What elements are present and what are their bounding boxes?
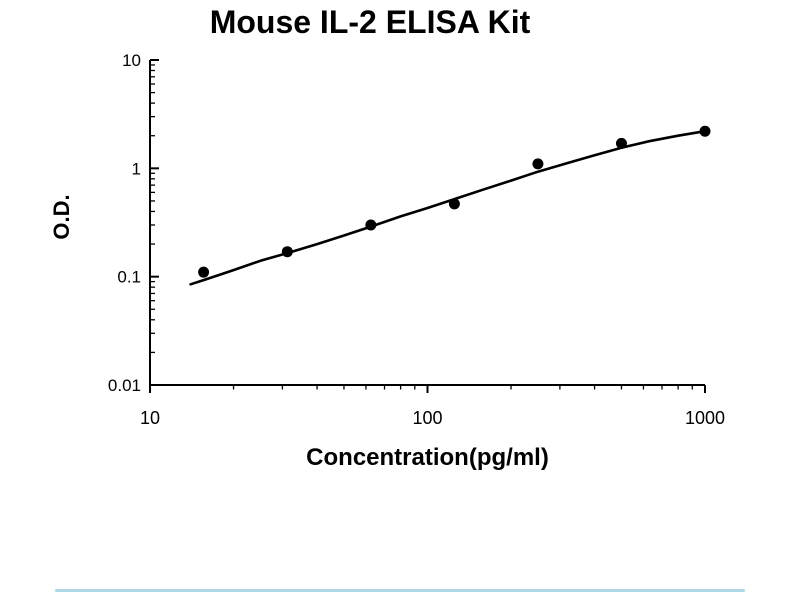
data-point xyxy=(281,246,293,258)
y-tick-label: 0.1 xyxy=(117,268,141,287)
data-point xyxy=(699,125,711,137)
chart-title: Mouse IL-2 ELISA Kit xyxy=(209,4,531,40)
y-tick-label: 0.01 xyxy=(108,376,141,395)
axes-line xyxy=(149,60,705,386)
standard-curve-line xyxy=(189,129,707,286)
x-tick-label: 10 xyxy=(140,408,160,428)
data-point xyxy=(198,266,210,278)
y-tick-label: 1 xyxy=(132,159,141,178)
plot-area: 10 100 1000 10 1 0.1 0.01 xyxy=(108,51,725,428)
data-point xyxy=(365,219,377,231)
x-tick-label: 1000 xyxy=(685,408,725,428)
x-tick-label: 100 xyxy=(412,408,442,428)
data-point xyxy=(448,198,460,210)
footer-divider xyxy=(55,589,745,592)
data-point xyxy=(532,158,544,170)
x-axis-label: Concentration(pg/ml) xyxy=(306,444,549,471)
y-tick-label: 10 xyxy=(122,51,141,70)
data-point xyxy=(615,137,627,149)
